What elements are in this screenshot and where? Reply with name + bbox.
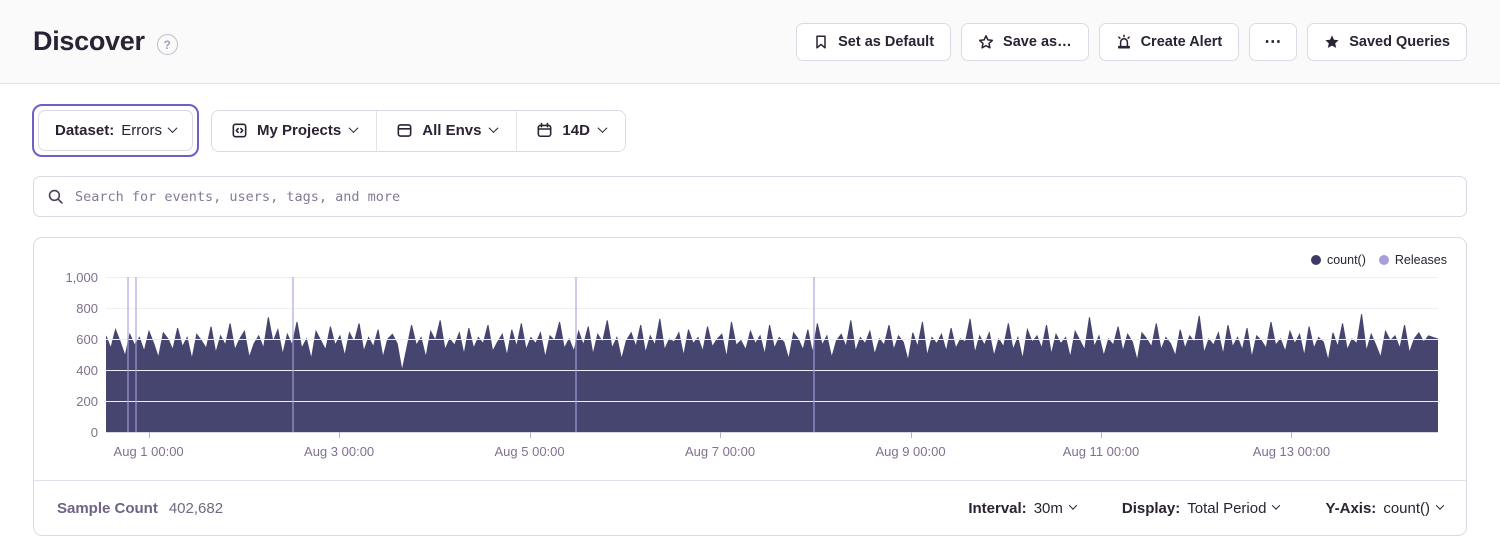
filter-bar: Dataset: Errors My Projects All E (0, 84, 1500, 157)
help-icon[interactable]: ? (156, 34, 178, 55)
sample-count-value: 402,682 (168, 499, 224, 517)
saved-queries-button[interactable]: Saved Queries (1307, 22, 1467, 61)
chart-controls: Interval: 30m Display: Total Period Y-Ax… (968, 500, 1445, 517)
chevron-down-icon (1435, 500, 1445, 510)
display-dropdown[interactable]: Display: Total Period (1122, 500, 1281, 517)
dataset-highlight-outline: Dataset: Errors (32, 104, 200, 157)
chart-legend: count() Releases (1310, 253, 1447, 267)
gridline (106, 401, 1438, 402)
star-outline-icon (978, 34, 994, 50)
sample-count: Sample Count 402,682 (57, 499, 224, 517)
daterange-dropdown[interactable]: 14D (516, 110, 625, 151)
x-tick-label: Aug 13 00:00 (1252, 444, 1331, 459)
x-tick-label: Aug 5 00:00 (494, 444, 565, 459)
header-actions: Set as Default Save as… Create Alert ⋯ (796, 22, 1467, 61)
search-bar (33, 176, 1467, 217)
release-marker-line (574, 277, 577, 432)
chevron-down-icon (488, 122, 499, 133)
window-icon (396, 122, 413, 139)
projects-dropdown[interactable]: My Projects (212, 110, 377, 151)
y-axis-labels: 0 200 400 600 800 1,000 (34, 270, 98, 440)
gridline (106, 308, 1438, 309)
chevron-down-icon (1068, 500, 1078, 510)
chevron-down-icon (597, 122, 608, 133)
page-filter-group: My Projects All Envs 14D (211, 109, 626, 152)
gridline (106, 277, 1438, 278)
gridline (106, 370, 1438, 371)
yaxis-dropdown[interactable]: Y-Axis: count() (1325, 500, 1445, 517)
interval-dropdown[interactable]: Interval: 30m (968, 500, 1078, 517)
x-axis-line (106, 432, 1438, 433)
x-tick-mark (339, 432, 341, 438)
x-tick-label: Aug 11 00:00 (1062, 444, 1140, 459)
search-input[interactable] (73, 187, 1453, 206)
siren-icon (1116, 33, 1132, 50)
x-tick-mark (720, 432, 722, 438)
more-options-button[interactable]: ⋯ (1249, 22, 1298, 61)
release-marker-line (813, 277, 816, 432)
y-tick-label: 200 (76, 394, 98, 409)
release-marker-line (135, 277, 138, 432)
x-tick-label: Aug 9 00:00 (875, 444, 946, 459)
chart-footer: Sample Count 402,682 Interval: 30m Displ… (34, 480, 1466, 535)
x-axis-labels: Aug 1 00:00 Aug 3 00:00 Aug 5 00:00 Aug 7 0… (106, 432, 1438, 460)
chevron-down-icon (1272, 500, 1281, 510)
y-tick-label: 1,000 (65, 270, 98, 285)
chevron-down-icon (167, 122, 178, 133)
legend-item-releases[interactable]: Releases (1378, 253, 1447, 267)
y-tick-label: 600 (76, 332, 98, 347)
star-filled-icon (1324, 34, 1340, 50)
release-marker-line (292, 277, 295, 432)
environments-dropdown[interactable]: All Envs (376, 110, 517, 151)
x-tick-label: Aug 1 00:00 (113, 444, 184, 459)
chart-region: count() Releases 0 200 400 600 800 1,000 Aug … (34, 238, 1466, 480)
x-tick-label: Aug 7 00:00 (684, 444, 756, 459)
y-tick-label: 800 (76, 301, 98, 316)
dataset-dropdown[interactable]: Dataset: Errors (38, 110, 194, 151)
releases-dot-icon (1378, 255, 1389, 265)
projects-icon (231, 122, 248, 139)
page-header: Discover ? Set as Default Save as… Creat (0, 0, 1500, 84)
release-marker-line (127, 277, 130, 432)
calendar-icon (536, 122, 553, 139)
x-tick-mark (148, 432, 150, 438)
search-icon (47, 188, 64, 205)
y-tick-label: 0 (90, 425, 98, 440)
x-tick-mark (529, 432, 531, 438)
page-title: Discover (33, 26, 145, 56)
results-chart-panel: count() Releases 0 200 400 600 800 1,000 Aug … (33, 237, 1467, 536)
x-tick-mark (1101, 432, 1102, 438)
save-as-button[interactable]: Save as… (961, 22, 1089, 61)
bookmark-icon (813, 34, 829, 50)
ellipsis-icon: ⋯ (1264, 31, 1283, 51)
create-alert-button[interactable]: Create Alert (1098, 22, 1240, 61)
chevron-down-icon (348, 122, 359, 133)
x-tick-mark (1291, 432, 1293, 438)
x-tick-mark (910, 432, 912, 438)
set-as-default-button[interactable]: Set as Default (796, 22, 952, 61)
x-tick-label: Aug 3 00:00 (304, 444, 375, 459)
legend-item-count[interactable]: count() (1310, 253, 1366, 267)
y-tick-label: 400 (76, 363, 98, 378)
count-series-dot-icon (1310, 255, 1321, 265)
gridline (106, 339, 1438, 340)
count-area-series (106, 314, 1438, 432)
plot-area[interactable] (106, 277, 1438, 433)
